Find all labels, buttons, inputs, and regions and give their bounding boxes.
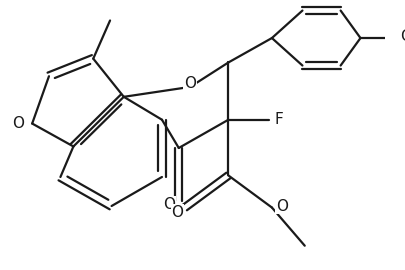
Text: O: O: [162, 197, 175, 212]
Text: O: O: [275, 198, 287, 214]
Text: O: O: [184, 76, 196, 90]
Text: O: O: [171, 205, 183, 220]
Text: Cl: Cl: [399, 29, 405, 44]
Text: O: O: [13, 116, 24, 131]
Text: F: F: [274, 112, 283, 127]
